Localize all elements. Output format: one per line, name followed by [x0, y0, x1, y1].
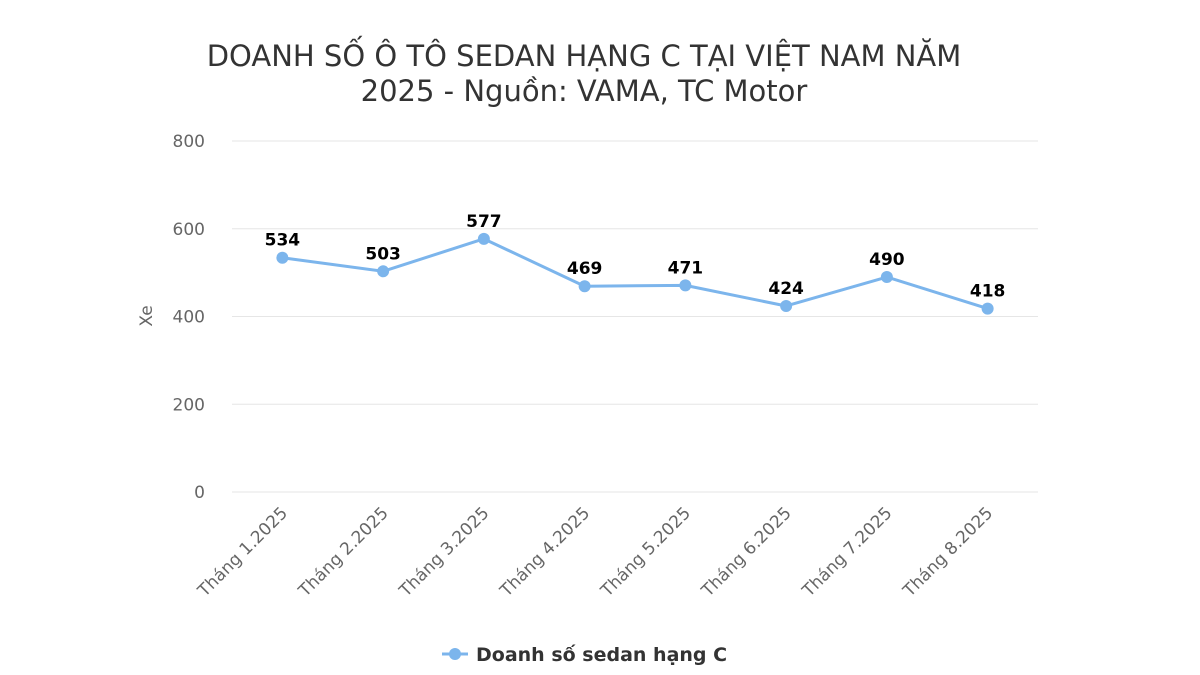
- series-line: [280, 237, 990, 311]
- x-tick-label: Tháng 5.2025: [597, 503, 695, 601]
- data-label: 418: [970, 282, 1006, 302]
- data-point[interactable]: [578, 280, 591, 293]
- data-label: 490: [869, 250, 905, 270]
- y-tick-label: 200: [173, 395, 205, 415]
- y-axis-label: Xe: [137, 305, 157, 326]
- data-label: 577: [466, 212, 502, 232]
- data-label: 471: [668, 258, 704, 278]
- data-point[interactable]: [679, 279, 692, 292]
- data-point[interactable]: [780, 299, 793, 312]
- data-labels: 534 503 577 469 471 424 490 418: [263, 210, 1007, 303]
- series-group: [276, 232, 994, 315]
- data-point[interactable]: [880, 271, 893, 284]
- data-label: 469: [567, 259, 603, 279]
- y-tick-label: 800: [173, 132, 205, 152]
- x-tick-label: Tháng 2.2025: [294, 503, 392, 601]
- legend-series-label: Doanh số sedan hạng C: [476, 643, 727, 666]
- x-tick-label: Tháng 4.2025: [496, 503, 594, 601]
- chart-title-line-1: DOANH SỐ Ô TÔ SEDAN HẠNG C TẠI VIỆT NAM …: [207, 36, 962, 73]
- chart-title-line-2: 2025 - Nguồn: VAMA, TC Motor: [361, 74, 808, 108]
- y-tick-label: 0: [194, 483, 205, 503]
- data-point[interactable]: [981, 302, 994, 315]
- y-tick-label: 400: [173, 308, 205, 328]
- legend[interactable]: Doanh số sedan hạng C: [442, 643, 727, 666]
- y-axis-ticks: 0 200 400 600 800: [173, 132, 205, 503]
- data-label: 424: [768, 279, 804, 299]
- data-label: 534: [265, 231, 301, 251]
- legend-marker-icon: [449, 648, 461, 660]
- x-tick-label: Tháng 6.2025: [697, 503, 795, 601]
- gridlines: [232, 140, 1038, 493]
- data-point[interactable]: [477, 232, 490, 245]
- data-label: 503: [365, 244, 401, 264]
- x-tick-label: Tháng 3.2025: [395, 503, 493, 601]
- x-axis-ticks: Tháng 1.2025 Tháng 2.2025 Tháng 3.2025 Thán…: [194, 503, 998, 601]
- y-tick-label: 600: [173, 220, 205, 240]
- x-tick-label: Tháng 8.2025: [899, 503, 997, 601]
- x-tick-label: Tháng 1.2025: [194, 503, 292, 601]
- data-point[interactable]: [276, 251, 289, 264]
- data-point[interactable]: [377, 265, 390, 278]
- x-tick-label: Tháng 7.2025: [798, 503, 896, 601]
